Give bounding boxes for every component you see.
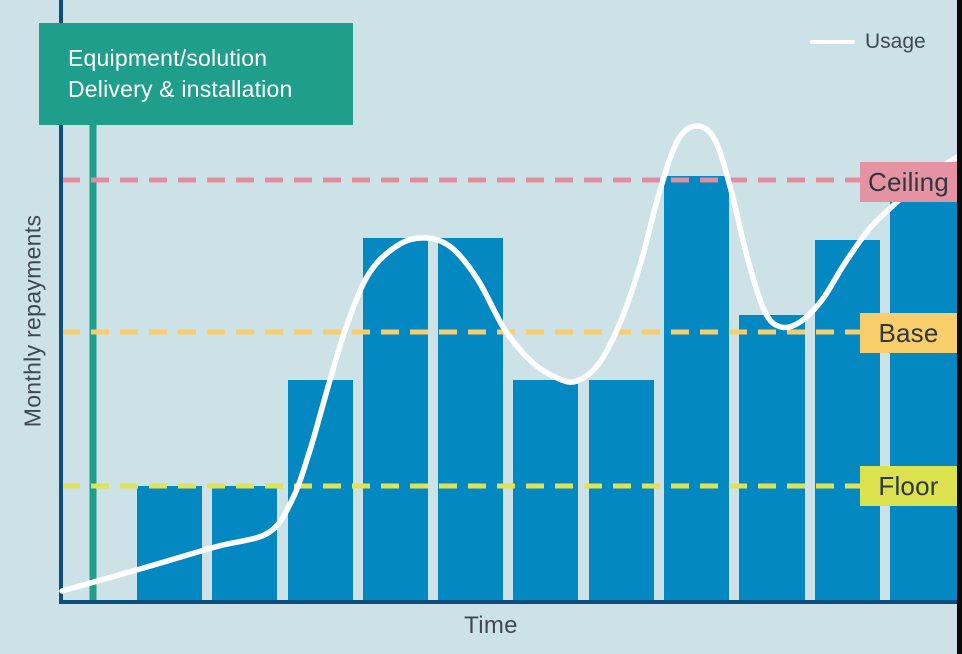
- y-axis-label: Monthly repayments: [19, 214, 46, 428]
- event-vertical-line: [89, 118, 97, 600]
- repayment-bar: [438, 238, 503, 600]
- repayment-bar: [137, 486, 202, 600]
- repayment-bar: [815, 240, 880, 600]
- legend-label: Usage: [865, 30, 926, 53]
- right-edge-strip: [957, 0, 962, 654]
- event-annotation-line2: Delivery & installation: [68, 76, 293, 102]
- repayment-bar: [363, 238, 428, 600]
- usage-line-swatch: [810, 40, 855, 44]
- floor-label-box: Floor: [860, 466, 957, 506]
- base-label-box: Base: [860, 313, 957, 353]
- event-annotation-box: Equipment/solution Delivery & installati…: [39, 23, 353, 125]
- repayment-bar: [664, 176, 729, 600]
- usage-curve: [59, 123, 960, 594]
- ceiling-label-box: Ceiling: [860, 162, 957, 202]
- repayment-bar: [513, 380, 578, 600]
- repayment-bar: [739, 315, 805, 600]
- y-axis-line: [59, 0, 63, 604]
- event-annotation-line1: Equipment/solution: [68, 45, 268, 71]
- x-axis-label: Time: [464, 612, 518, 639]
- x-axis-line: [59, 600, 962, 604]
- legend: Usage: [810, 30, 926, 54]
- repayment-bar: [890, 200, 957, 600]
- repayment-bar: [589, 380, 654, 600]
